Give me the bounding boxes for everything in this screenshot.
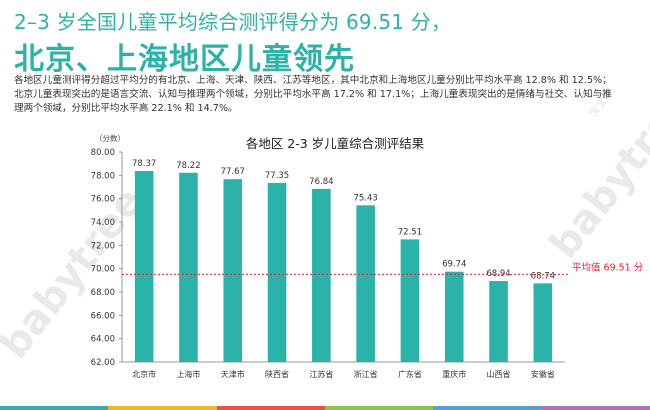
bar (533, 283, 553, 362)
x-tick-label: 江苏省 (309, 369, 333, 379)
bar (312, 188, 331, 362)
data-label: 77.67 (221, 167, 245, 177)
plot-area: 62.00 64.00 66.00 68.00 70.00 72.00 74.00 76.00… (91, 148, 644, 379)
bar (400, 239, 420, 362)
data-label: 68.74 (531, 271, 555, 281)
chart-title: 各地区 2-3 岁儿童综合测评结果 (246, 136, 425, 151)
x-tick-label: 浙江省 (354, 369, 378, 379)
x-tick-label: 陕西省 (265, 369, 289, 379)
footer-color-segment (541, 406, 650, 410)
bar (489, 281, 508, 362)
y-tick-label: 68.00 (91, 288, 115, 298)
bar (179, 172, 198, 362)
y-tick-label: 72.00 (91, 241, 115, 251)
footer-color-segment (108, 406, 217, 410)
footer-color-segment (216, 406, 325, 410)
x-tick-label: 上海市 (176, 369, 200, 379)
headline-line-1: 2–3 岁全国儿童平均综合测评得分为 69.51 分， (14, 10, 452, 34)
data-label: 76.84 (309, 177, 333, 187)
x-tick-label: 广东省 (398, 369, 422, 379)
bar (444, 271, 464, 362)
bar (267, 182, 287, 362)
data-label: 72.51 (398, 227, 422, 237)
footer-color-bar (0, 406, 650, 410)
y-tick-label: 64.00 (91, 335, 115, 345)
headline-line-2: 北京、上海地区儿童领先 (14, 42, 355, 77)
x-tick-label: 安徽省 (531, 369, 555, 379)
x-tick-label: 山西省 (487, 369, 511, 379)
data-label: 78.22 (176, 161, 200, 171)
bar (356, 205, 375, 362)
y-tick-label: 78.00 (91, 171, 115, 181)
data-label: 78.37 (132, 159, 156, 169)
y-tick-label: 70.00 (91, 265, 115, 275)
bar (134, 171, 154, 362)
y-tick-label: 74.00 (91, 218, 115, 228)
intro-paragraph: 各地区儿童测评得分超过平均分的有北京、上海、天津、陕西、江苏等地区，其中北京和上… (14, 75, 612, 114)
data-label: 77.35 (265, 171, 289, 181)
data-label: 69.74 (442, 260, 466, 270)
x-tick-label: 天津市 (221, 369, 245, 379)
x-tick-label: 重庆市 (442, 369, 466, 379)
y-tick-label: 62.00 (91, 358, 115, 368)
data-label: 75.43 (353, 193, 377, 203)
footer-color-segment (324, 406, 434, 410)
footer-color-segment (433, 406, 542, 410)
y-tick-label: 76.00 (91, 195, 115, 205)
footer-color-segment (0, 406, 109, 410)
bar (223, 179, 243, 362)
y-tick-label: 80.00 (91, 148, 115, 158)
x-tick-label: 北京市 (132, 369, 156, 379)
average-label: 平均值 69.51 分 (572, 261, 644, 273)
y-tick-label: 66.00 (91, 311, 115, 321)
y-axis-label: （分数） (95, 133, 125, 143)
